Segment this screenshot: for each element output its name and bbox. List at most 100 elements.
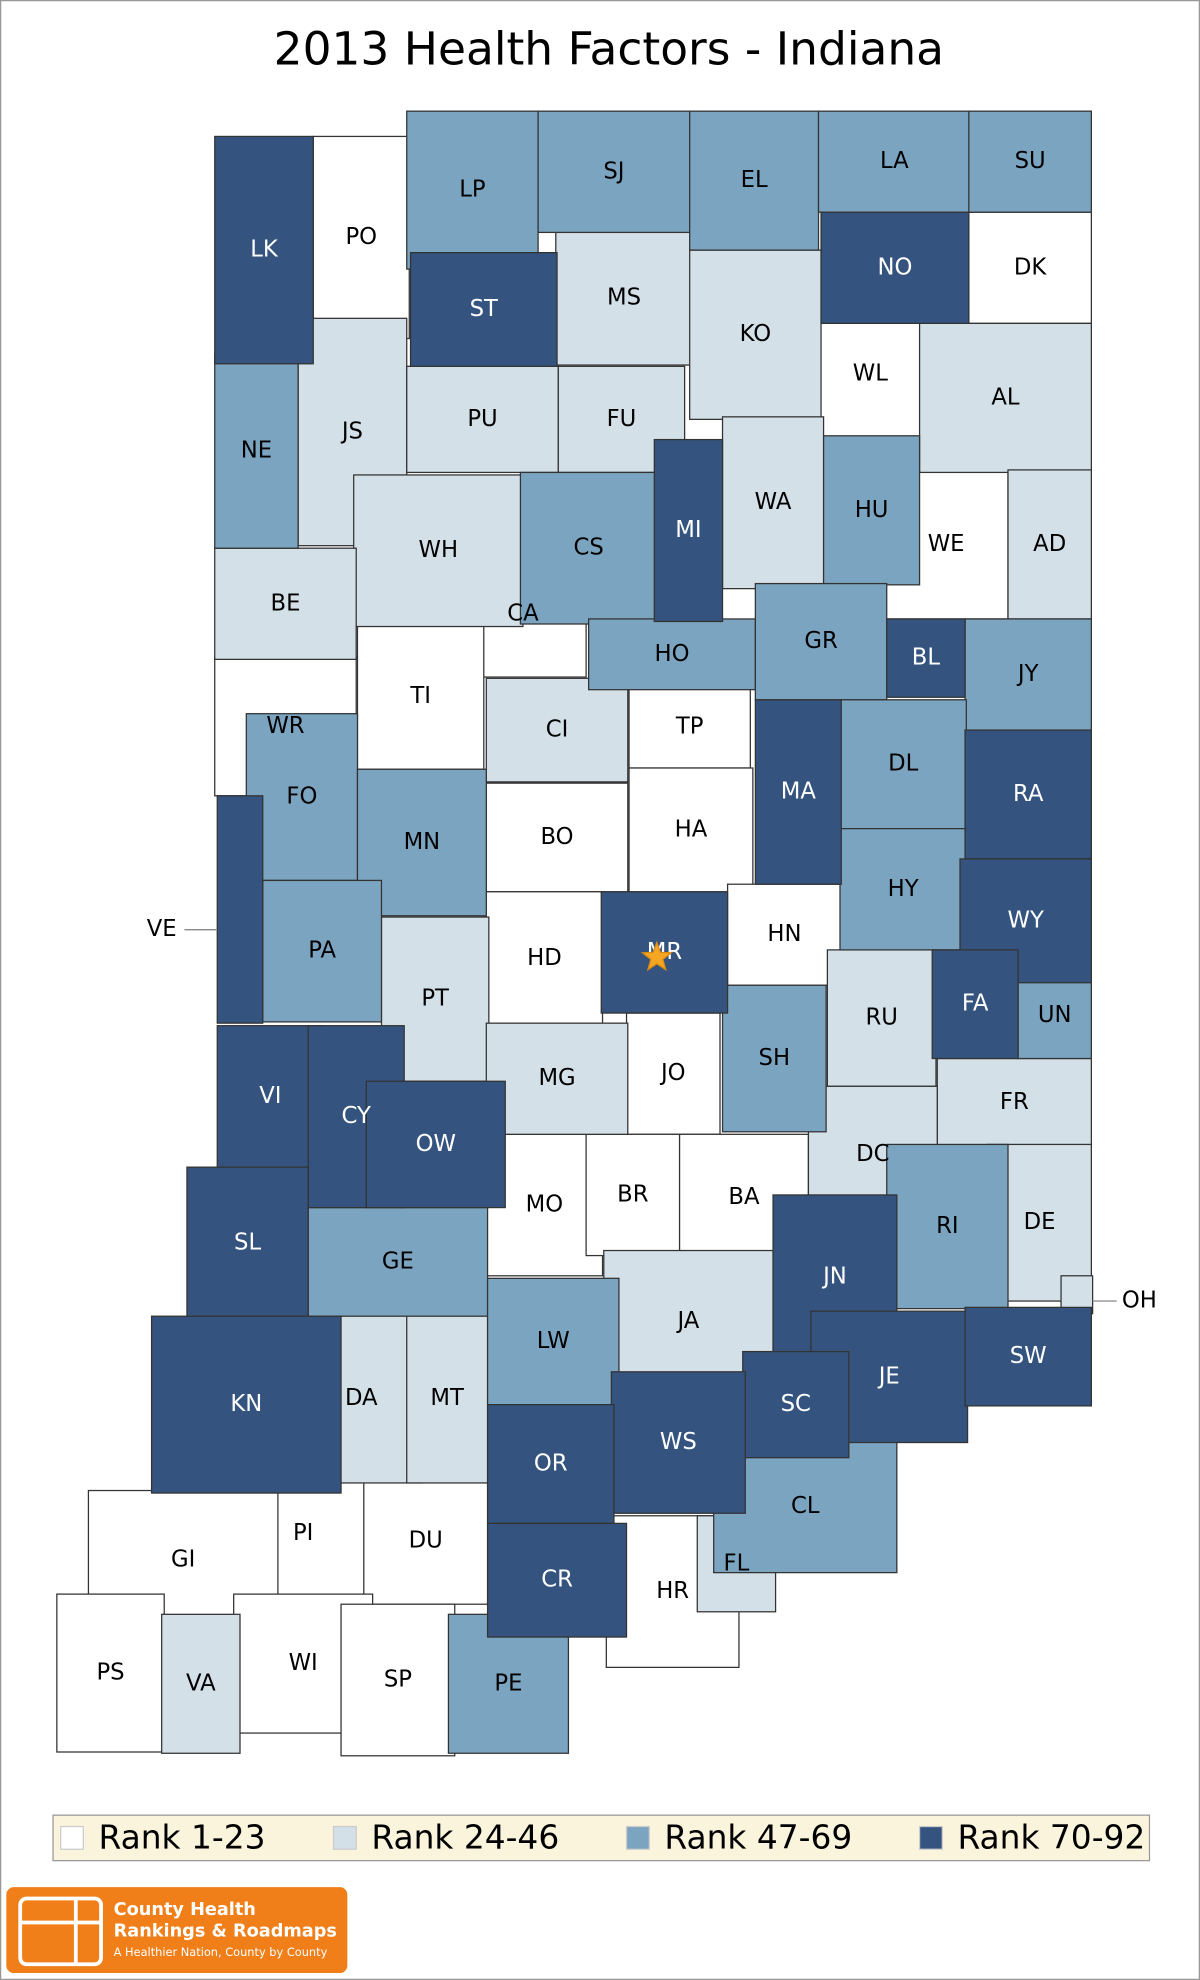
logo: County Health Rankings & Roadmaps A Heal…: [6, 1887, 348, 1974]
logo-icon: [18, 1896, 103, 1967]
county: [610, 1371, 746, 1514]
county-label: HU: [855, 497, 889, 523]
county: [726, 883, 842, 986]
county: [214, 135, 314, 365]
county-label: RA: [1013, 781, 1044, 807]
county: [628, 767, 754, 893]
county-label: UN: [1038, 1002, 1072, 1028]
county-label: PU: [467, 406, 497, 432]
county-label: KN: [230, 1391, 262, 1417]
county-label: WI: [289, 1650, 318, 1676]
county-label: NO: [878, 254, 913, 280]
county-label: BR: [617, 1181, 649, 1207]
county-label: TP: [675, 713, 704, 739]
county: [537, 110, 691, 234]
county-label: BE: [270, 590, 300, 616]
county: [807, 308, 933, 439]
county-label: FO: [286, 784, 317, 810]
legend: Rank 1-23 Rank 24-46 Rank 47-69 Rank 70-92: [60, 1819, 1145, 1857]
county-label: PS: [96, 1660, 124, 1686]
legend-label: Rank 70-92: [957, 1819, 1145, 1857]
county-label: LA: [880, 148, 909, 174]
county: [216, 795, 264, 1024]
county-label: DC: [856, 1141, 889, 1167]
county-label: WE: [928, 531, 965, 557]
county: [186, 1166, 309, 1320]
county-label: SU: [1015, 148, 1046, 174]
county-label: GE: [382, 1248, 414, 1274]
star-marker: [640, 940, 673, 972]
county-label: HR: [656, 1578, 689, 1604]
logo-tagline: A Healthier Nation, County by County: [114, 1945, 328, 1959]
county: [754, 699, 842, 885]
legend-label: Rank 1-23: [99, 1819, 266, 1857]
county-label: PT: [421, 986, 449, 1012]
county-label: MS: [607, 285, 641, 311]
county-label: FU: [607, 406, 637, 432]
county: [161, 1613, 241, 1754]
county-label: HY: [888, 876, 919, 902]
county: [519, 471, 658, 625]
county: [689, 110, 820, 251]
county: [931, 949, 1019, 1060]
county-label: DK: [1014, 254, 1047, 280]
county-label: DE: [1024, 1209, 1056, 1235]
legend-box: [52, 1814, 1151, 1862]
county: [839, 699, 967, 830]
county: [307, 1206, 489, 1317]
county: [56, 1593, 165, 1753]
county-label: MT: [430, 1385, 464, 1411]
county-label: KO: [740, 321, 772, 347]
county: [485, 1022, 629, 1135]
county-label: WS: [660, 1429, 697, 1455]
county-label: JO: [659, 1060, 686, 1086]
county-label: PO: [345, 224, 377, 250]
county-label: MI: [675, 517, 701, 543]
county-label: DU: [409, 1528, 443, 1554]
county: [754, 582, 888, 701]
county-label: PI: [293, 1520, 313, 1546]
county: [918, 322, 1092, 474]
county-label: VA: [186, 1670, 216, 1696]
county: [312, 135, 410, 340]
county-label: BO: [541, 824, 574, 850]
county: [886, 1143, 1009, 1310]
legend-swatch: [332, 1825, 357, 1850]
county: [968, 110, 1092, 213]
county: [485, 677, 629, 783]
county-label: SC: [781, 1391, 811, 1417]
county-label: NE: [241, 437, 272, 463]
county: [365, 1080, 506, 1209]
county-label: LP: [459, 177, 485, 203]
county-label: WA: [755, 489, 792, 515]
county-label: WH: [419, 537, 459, 563]
county-label: AD: [1033, 531, 1066, 557]
county-label: ST: [470, 296, 498, 322]
map-title: 2013 Health Factors - Indiana: [274, 22, 944, 75]
county-label: WR: [266, 713, 304, 739]
county-label: CY: [342, 1103, 371, 1129]
county-label: GI: [171, 1546, 195, 1572]
county: [839, 827, 967, 951]
county-label: VE: [147, 916, 177, 942]
county: [486, 1404, 615, 1524]
county: [262, 879, 383, 1023]
county-label: SP: [384, 1666, 412, 1692]
county: [485, 891, 604, 1027]
county: [964, 729, 1092, 860]
county-label: JS: [340, 418, 363, 444]
county: [721, 416, 825, 590]
county-label: OH: [1122, 1288, 1157, 1314]
county-label: JA: [675, 1308, 699, 1334]
county-label: CA: [507, 600, 539, 626]
label-layer: PO DK WL WE CA TI WR TP BO HA HD HN JO MO BR BA PI DU GI PS…: [96, 148, 1156, 1696]
county: [1017, 972, 1092, 1060]
county: [964, 1306, 1092, 1407]
logo-badge: [6, 1887, 348, 1974]
county: [721, 984, 827, 1133]
county: [585, 1133, 681, 1257]
county: [742, 1350, 850, 1459]
logo-name: Rankings & Roadmaps: [114, 1921, 337, 1941]
county-label: WY: [1008, 907, 1044, 933]
